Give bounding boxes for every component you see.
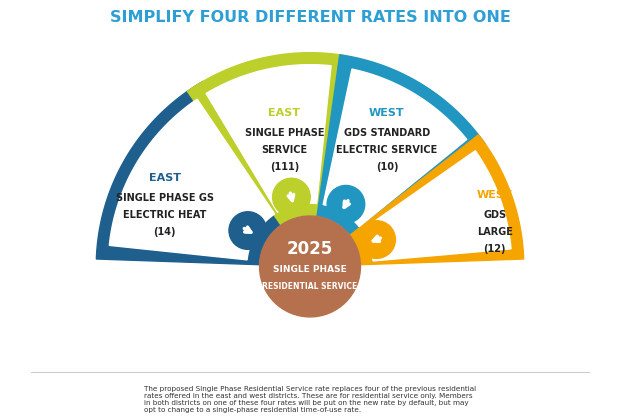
Text: (14): (14) — [153, 227, 176, 237]
Text: The proposed Single Phase Residential Service rate replaces four of the previous: The proposed Single Phase Residential Se… — [144, 386, 476, 413]
Text: EAST: EAST — [149, 173, 180, 183]
Text: SERVICE: SERVICE — [261, 145, 308, 155]
Circle shape — [229, 212, 267, 249]
Text: LARGE: LARGE — [477, 227, 513, 237]
Text: ELECTRIC HEAT: ELECTRIC HEAT — [123, 210, 206, 220]
Text: (10): (10) — [376, 162, 398, 172]
Circle shape — [327, 186, 365, 223]
Polygon shape — [96, 81, 285, 265]
Polygon shape — [206, 65, 331, 212]
Text: GDS STANDARD: GDS STANDARD — [344, 128, 430, 138]
Circle shape — [273, 178, 310, 216]
Polygon shape — [317, 55, 485, 237]
Circle shape — [358, 221, 396, 258]
Text: SINGLE PHASE: SINGLE PHASE — [245, 128, 324, 138]
Text: SINGLE PHASE GS: SINGLE PHASE GS — [116, 193, 214, 203]
Polygon shape — [109, 99, 275, 260]
Text: (12): (12) — [484, 244, 506, 255]
Polygon shape — [362, 151, 511, 261]
Text: GDS: GDS — [483, 210, 507, 220]
Polygon shape — [187, 52, 347, 224]
Text: WEST: WEST — [369, 108, 405, 118]
Text: EAST: EAST — [268, 108, 300, 118]
Text: SIMPLIFY FOUR DIFFERENT RATES INTO ONE: SIMPLIFY FOUR DIFFERENT RATES INTO ONE — [110, 10, 510, 25]
Text: 2025: 2025 — [287, 240, 333, 258]
Text: WEST: WEST — [477, 190, 513, 200]
Polygon shape — [350, 135, 524, 265]
Text: SINGLE PHASE: SINGLE PHASE — [273, 265, 347, 274]
Text: RESIDENTIAL SERVICE: RESIDENTIAL SERVICE — [262, 283, 358, 291]
Text: (111): (111) — [270, 162, 299, 172]
Circle shape — [260, 216, 360, 317]
Polygon shape — [323, 69, 467, 227]
Text: ELECTRIC SERVICE: ELECTRIC SERVICE — [336, 145, 438, 155]
